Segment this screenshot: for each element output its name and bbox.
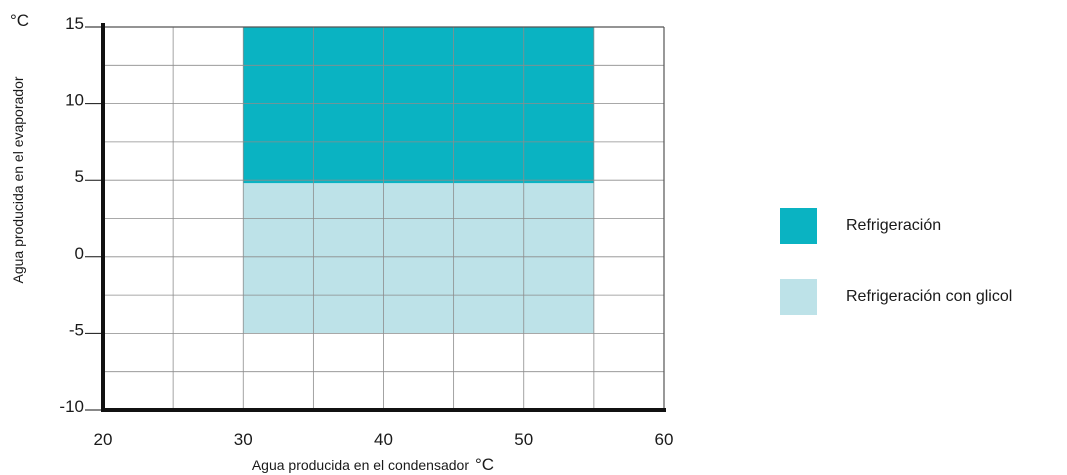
grid-layer (103, 26, 665, 410)
region-refrigeracion-glicol (243, 183, 594, 334)
legend-item-refrigeracion: Refrigeración (780, 208, 1012, 244)
axes-layer (101, 23, 666, 412)
x-tick-label: 60 (655, 430, 674, 449)
x-axis-title: Agua producida en el condensador (252, 457, 470, 473)
y-axis-title: Agua producida en el evaporador (10, 76, 26, 283)
x-tick-label: 30 (234, 430, 253, 449)
y-tick-label: -10 (59, 397, 84, 416)
y-tick-label: 15 (65, 14, 84, 33)
y-axis-unit: °C (10, 11, 29, 30)
y-tick-label: 10 (65, 91, 84, 110)
x-tick-label: 40 (374, 430, 393, 449)
legend-label-refrigeracion-glicol: Refrigeración con glicol (846, 288, 1013, 305)
legend-label-refrigeracion: Refrigeración (846, 217, 942, 234)
legend-swatch-refrigeracion-glicol (780, 279, 817, 315)
legend: Refrigeración Refrigeración con glicol (780, 208, 1012, 350)
y-tick-label: -5 (69, 320, 84, 339)
regions-layer (243, 27, 594, 334)
y-tick-label: 0 (75, 244, 84, 263)
x-tick-label: 50 (514, 430, 533, 449)
x-tick-label: 20 (94, 430, 113, 449)
y-tick-label: 5 (75, 167, 84, 186)
x-axis-unit: °C (475, 455, 494, 474)
region-refrigeracion (243, 27, 594, 184)
legend-swatch-refrigeracion (780, 208, 817, 244)
legend-item-refrigeracion-glicol: Refrigeración con glicol (780, 279, 1012, 315)
